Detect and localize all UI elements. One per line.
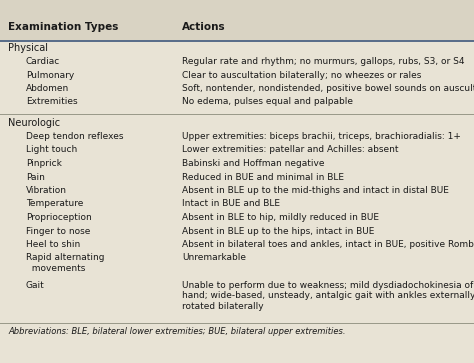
Text: Proprioception: Proprioception: [26, 213, 92, 222]
Text: Gait: Gait: [26, 281, 45, 290]
Text: Babinski and Hoffman negative: Babinski and Hoffman negative: [182, 159, 325, 168]
Text: Neurologic: Neurologic: [8, 118, 60, 128]
Text: Abdomen: Abdomen: [26, 84, 69, 93]
Text: Upper extremities: biceps brachii, triceps, brachioradialis: 1+: Upper extremities: biceps brachii, trice…: [182, 132, 461, 141]
Text: Pain: Pain: [26, 172, 45, 182]
Bar: [0, 0, 474, 14]
Text: Temperature: Temperature: [26, 200, 83, 208]
Text: Vibration: Vibration: [26, 186, 67, 195]
Text: Absent in bilateral toes and ankles, intact in BUE, positive Romberg: Absent in bilateral toes and ankles, int…: [182, 240, 474, 249]
Text: Physical: Physical: [8, 43, 48, 53]
Text: Rapid alternating
  movements: Rapid alternating movements: [26, 253, 104, 273]
Text: Reduced in BUE and minimal in BLE: Reduced in BUE and minimal in BLE: [182, 172, 344, 182]
Text: No edema, pulses equal and palpable: No edema, pulses equal and palpable: [182, 98, 353, 106]
Bar: [0, 114, 474, 115]
Bar: [0, 14, 474, 40]
Text: Absent in BLE up to the hips, intact in BUE: Absent in BLE up to the hips, intact in …: [182, 227, 374, 236]
Text: Unremarkable: Unremarkable: [182, 253, 246, 262]
Text: Examination Types: Examination Types: [8, 22, 118, 32]
Text: Unable to perform due to weakness; mild dysdiadochokinesia of left
hand; wide-ba: Unable to perform due to weakness; mild …: [182, 281, 474, 311]
Text: Abbreviations: BLE, bilateral lower extremities; BUE, bilateral upper extremitie: Abbreviations: BLE, bilateral lower extr…: [8, 327, 346, 336]
Text: Pulmonary: Pulmonary: [26, 70, 74, 79]
Bar: [0, 40, 474, 42]
Text: Deep tendon reflexes: Deep tendon reflexes: [26, 132, 124, 141]
Text: Actions: Actions: [182, 22, 226, 32]
Text: Absent in BLE to hip, mildly reduced in BUE: Absent in BLE to hip, mildly reduced in …: [182, 213, 379, 222]
Text: Heel to shin: Heel to shin: [26, 240, 80, 249]
Bar: [0, 323, 474, 324]
Text: Lower extremities: patellar and Achilles: absent: Lower extremities: patellar and Achilles…: [182, 146, 399, 155]
Text: Absent in BLE up to the mid-thighs and intact in distal BUE: Absent in BLE up to the mid-thighs and i…: [182, 186, 449, 195]
Text: Finger to nose: Finger to nose: [26, 227, 91, 236]
Text: Extremities: Extremities: [26, 98, 78, 106]
Text: Intact in BUE and BLE: Intact in BUE and BLE: [182, 200, 280, 208]
Text: Clear to auscultation bilaterally; no wheezes or rales: Clear to auscultation bilaterally; no wh…: [182, 70, 421, 79]
Text: Pinprick: Pinprick: [26, 159, 62, 168]
Text: Cardiac: Cardiac: [26, 57, 60, 66]
Text: Soft, nontender, nondistended, positive bowel sounds on auscultation: Soft, nontender, nondistended, positive …: [182, 84, 474, 93]
Text: Regular rate and rhythm; no murmurs, gallops, rubs, S3, or S4: Regular rate and rhythm; no murmurs, gal…: [182, 57, 465, 66]
Text: Light touch: Light touch: [26, 146, 77, 155]
